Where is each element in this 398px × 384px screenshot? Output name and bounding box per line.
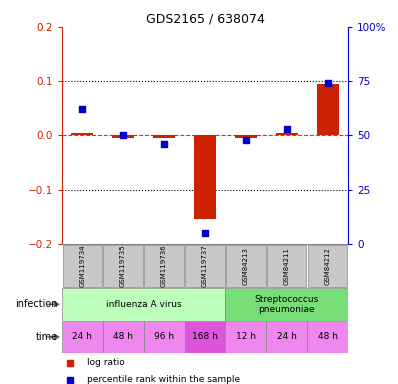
Text: GSM119736: GSM119736 [161,245,167,287]
Bar [267,245,306,287]
Bar [275,132,298,136]
Point [243,137,249,143]
Text: infection: infection [15,299,58,310]
Point [284,126,290,132]
Bar [62,321,103,353]
Bar [225,288,348,321]
Text: GSM119737: GSM119737 [202,245,208,287]
Point [325,80,331,86]
Text: percentile rank within the sample: percentile rank within the sample [88,375,241,384]
Point [67,376,74,382]
Point [120,132,126,139]
Bar [62,245,102,287]
Bar [153,136,175,138]
Point [202,230,208,236]
Title: GDS2165 / 638074: GDS2165 / 638074 [146,13,264,26]
Text: 48 h: 48 h [318,333,338,341]
Bar [194,136,216,219]
Bar [308,245,347,287]
Point [161,141,167,147]
Text: GSM84212: GSM84212 [325,247,331,285]
Text: Streptococcus
pneumoniae: Streptococcus pneumoniae [255,295,319,314]
Text: GSM119735: GSM119735 [120,245,126,287]
Text: GSM84211: GSM84211 [284,247,290,285]
Bar [62,288,225,321]
Bar [316,84,339,136]
Bar [103,321,144,353]
Bar [225,321,266,353]
Text: 24 h: 24 h [277,333,297,341]
Text: 12 h: 12 h [236,333,256,341]
Text: time: time [35,332,58,342]
Point [79,106,85,113]
Bar [144,245,184,287]
Bar [71,132,94,136]
Bar [185,245,224,287]
Bar [144,321,185,353]
Text: influenza A virus: influenza A virus [106,300,181,309]
Point [67,360,74,366]
Bar [307,321,348,353]
Text: 24 h: 24 h [72,333,92,341]
Bar [185,321,225,353]
Bar [235,136,257,138]
Bar [226,245,265,287]
Text: GSM84213: GSM84213 [243,247,249,285]
Bar [266,321,307,353]
Text: GSM119734: GSM119734 [79,245,85,287]
Bar [112,136,135,138]
Text: log ratio: log ratio [88,358,125,367]
Text: 96 h: 96 h [154,333,174,341]
Bar [103,245,143,287]
Text: 48 h: 48 h [113,333,133,341]
Text: 168 h: 168 h [192,333,218,341]
